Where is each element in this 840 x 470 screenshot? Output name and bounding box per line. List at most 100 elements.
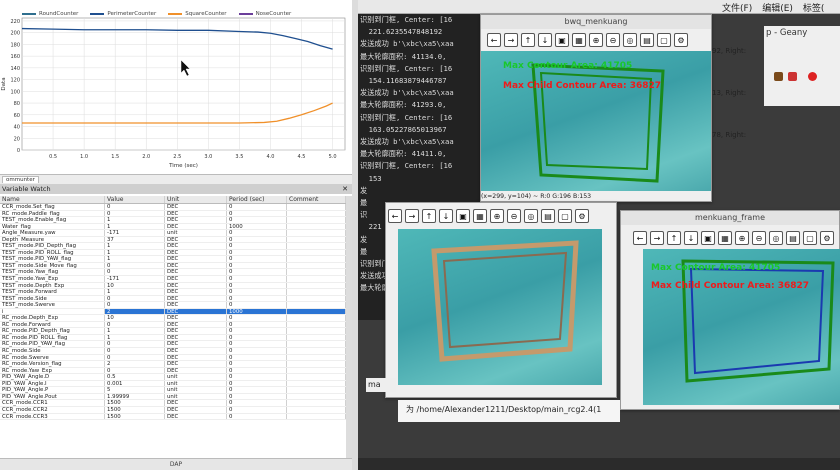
table-row[interactable]: RC_mode.Paddle_flag 0 DEC 0	[0, 210, 346, 218]
table-row[interactable]: PID_YAW_Angle.I 0.001 unit 0	[0, 380, 346, 388]
camera-image[interactable]: Max Contour Area: 41705 Max Child Contou…	[643, 249, 840, 405]
col-period[interactable]: Period (sec)	[227, 196, 287, 203]
menu-file[interactable]: 文件(F)	[722, 4, 753, 14]
fit-icon[interactable]: ▣	[456, 209, 470, 223]
table-row[interactable]: CCR_mode.CCR3 1500 DEC 0	[0, 413, 346, 421]
arrow-left-icon[interactable]: ←	[633, 231, 647, 245]
y-tick-label: 200	[10, 31, 20, 37]
cell-value: 0	[105, 302, 165, 308]
cell-unit: DEC	[165, 400, 227, 406]
arrow-right-icon[interactable]: →	[650, 231, 664, 245]
table-row[interactable]: RC_mode.Forward 0 DEC 0	[0, 321, 346, 329]
fit-icon[interactable]: ▣	[701, 231, 715, 245]
grid-icon[interactable]: ▦	[473, 209, 487, 223]
tab-counter[interactable]: ommunter	[2, 176, 39, 183]
cell-period: 0	[227, 413, 287, 420]
table-row[interactable]: TEST_mode.Forward 1 DEC 0	[0, 289, 346, 296]
col-name[interactable]: Name	[0, 196, 105, 203]
panel-scrollbar[interactable]	[352, 0, 358, 470]
table-row[interactable]: Depth_Measure 37 DEC 0	[0, 236, 346, 244]
grid-icon[interactable]: ▦	[572, 33, 586, 47]
arrow-up-icon[interactable]: ↑	[422, 209, 436, 223]
table-row[interactable]: RC_mode.Yaw_Exp 0 DEC 0	[0, 367, 346, 375]
fit-icon[interactable]: ▣	[555, 33, 569, 47]
table-row[interactable]: TEST_mode.Depth_Exp 10 DEC 0	[0, 282, 346, 290]
table-row[interactable]: RC_mode.PID_ROLL_flag 1 DEC 0	[0, 334, 346, 342]
camera-image[interactable]	[398, 229, 602, 385]
y-tick-label: 60	[14, 113, 20, 119]
copy-icon[interactable]: ▢	[558, 209, 572, 223]
table-row[interactable]: RC_mode.Depth_Exp 10 DEC 0	[0, 315, 346, 322]
zoom-in-icon[interactable]: ⊕	[490, 209, 504, 223]
arrow-up-icon[interactable]: ↑	[521, 33, 535, 47]
table-row[interactable]: TEST_mode.Side_Move_flag 0 DEC 0	[0, 262, 346, 270]
close-icon[interactable]: ✕	[342, 185, 348, 193]
settings-icon[interactable]: ⚙	[820, 231, 834, 245]
terminal-line: 221.6235547848192	[360, 27, 443, 37]
col-unit[interactable]: Unit	[165, 196, 227, 203]
save-icon[interactable]: ▤	[640, 33, 654, 47]
col-value[interactable]: Value	[105, 196, 165, 203]
table-row[interactable]: TEST_mode.Side 0 DEC 0	[0, 295, 346, 303]
table-row[interactable]: RC_mode.Side 0 DEC 0	[0, 348, 346, 355]
cell-unit: DEC	[165, 302, 227, 308]
zoom-fit-icon[interactable]: ◎	[623, 33, 637, 47]
settings-icon[interactable]: ⚙	[674, 33, 688, 47]
folder-icon[interactable]	[774, 72, 783, 81]
settings-icon[interactable]: ⚙	[575, 209, 589, 223]
table-row[interactable]: TEST_mode.Yaw_Exp -171 DEC 0	[0, 276, 346, 283]
table-row[interactable]: PID_YAW_Angle.D 0.5 unit 0	[0, 374, 346, 381]
table-row[interactable]: TEST_mode.Yaw_flag 0 DEC 0	[0, 269, 346, 277]
table-row[interactable]: RC_mode.Swerve 0 DEC 0	[0, 354, 346, 362]
cell-unit: DEC	[165, 210, 227, 217]
table-row[interactable]: RC_mode.PID_YAW_flag 0 DEC 0	[0, 341, 346, 349]
table-row[interactable]: CCR_mode.Set_flag 0 DEC 0	[0, 204, 346, 211]
table-row[interactable]: RC_mode.Version_flag 2 DEC 0	[0, 361, 346, 368]
camera-image[interactable]: Max Contour Area: 41705 Max Child Contou…	[481, 51, 711, 191]
col-comment[interactable]: Comment	[287, 196, 346, 203]
save-icon[interactable]: ▤	[786, 231, 800, 245]
arrow-down-icon[interactable]: ↓	[538, 33, 552, 47]
table-row[interactable]: i 2 DEC 1000	[0, 308, 346, 316]
copy-icon[interactable]: ▢	[803, 231, 817, 245]
table-row[interactable]: TEST_mode.PID_Depth_flag 1 DEC 0	[0, 243, 346, 250]
save-icon[interactable]: ▤	[541, 209, 555, 223]
table-row[interactable]: TEST_mode.Swerve 0 DEC 0	[0, 302, 346, 309]
table-row[interactable]: RC_mode.PID_Depth_flag 1 DEC 0	[0, 328, 346, 335]
grid-icon[interactable]: ▦	[718, 231, 732, 245]
arrow-down-icon[interactable]: ↓	[439, 209, 453, 223]
terminal-line: 发送成功 b'\xbc\xa5\xaa	[360, 137, 454, 147]
copy-icon[interactable]: ▢	[657, 33, 671, 47]
stop-icon[interactable]	[788, 72, 797, 81]
menu-tab[interactable]: 标签(	[802, 4, 825, 14]
table-row[interactable]: TEST_mode.PID_ROLL_flag 1 DEC 0	[0, 249, 346, 257]
arrow-down-icon[interactable]: ↓	[684, 231, 698, 245]
table-row[interactable]: CCR_mode.CCR2 1500 DEC 0	[0, 406, 346, 414]
max-contour-label: Max Contour Area: 41705	[503, 61, 633, 71]
arrow-right-icon[interactable]: →	[405, 209, 419, 223]
arrow-up-icon[interactable]: ↑	[667, 231, 681, 245]
arrow-left-icon[interactable]: ←	[487, 33, 501, 47]
menu-edit[interactable]: 编辑(E)	[762, 4, 793, 14]
cell-name: CCR_mode.Set_flag	[0, 204, 105, 210]
table-row[interactable]: PID_YAW_Angle.P 5 unit 0	[0, 387, 346, 394]
table-row[interactable]: Angle_Measure.yaw -171 unit 0	[0, 230, 346, 237]
table-row[interactable]: TEST_mode.PID_YAW_flag 1 DEC 0	[0, 256, 346, 263]
table-row[interactable]: CCR_mode.CCR1 1500 DEC 0	[0, 400, 346, 407]
cell-unit: DEC	[165, 249, 227, 256]
watch-scrollbar[interactable]	[346, 196, 352, 458]
zoom-fit-icon[interactable]: ◎	[769, 231, 783, 245]
arrow-right-icon[interactable]: →	[504, 33, 518, 47]
zoom-fit-icon[interactable]: ◎	[524, 209, 538, 223]
table-row[interactable]: PID_YAW_Angle.Pout 1.99999 unit 0	[0, 393, 346, 401]
cell-period: 0	[227, 276, 287, 282]
table-row[interactable]: TEST_mode.Enable_flag 1 DEC 0	[0, 217, 346, 224]
zoom-in-icon[interactable]: ⊕	[589, 33, 603, 47]
zoom-out-icon[interactable]: ⊖	[507, 209, 521, 223]
zoom-out-icon[interactable]: ⊖	[752, 231, 766, 245]
table-row[interactable]: Water_flag 1 DEC 1000	[0, 223, 346, 231]
arrow-left-icon[interactable]: ←	[388, 209, 402, 223]
zoom-in-icon[interactable]: ⊕	[735, 231, 749, 245]
record-icon[interactable]	[808, 72, 817, 81]
zoom-out-icon[interactable]: ⊖	[606, 33, 620, 47]
